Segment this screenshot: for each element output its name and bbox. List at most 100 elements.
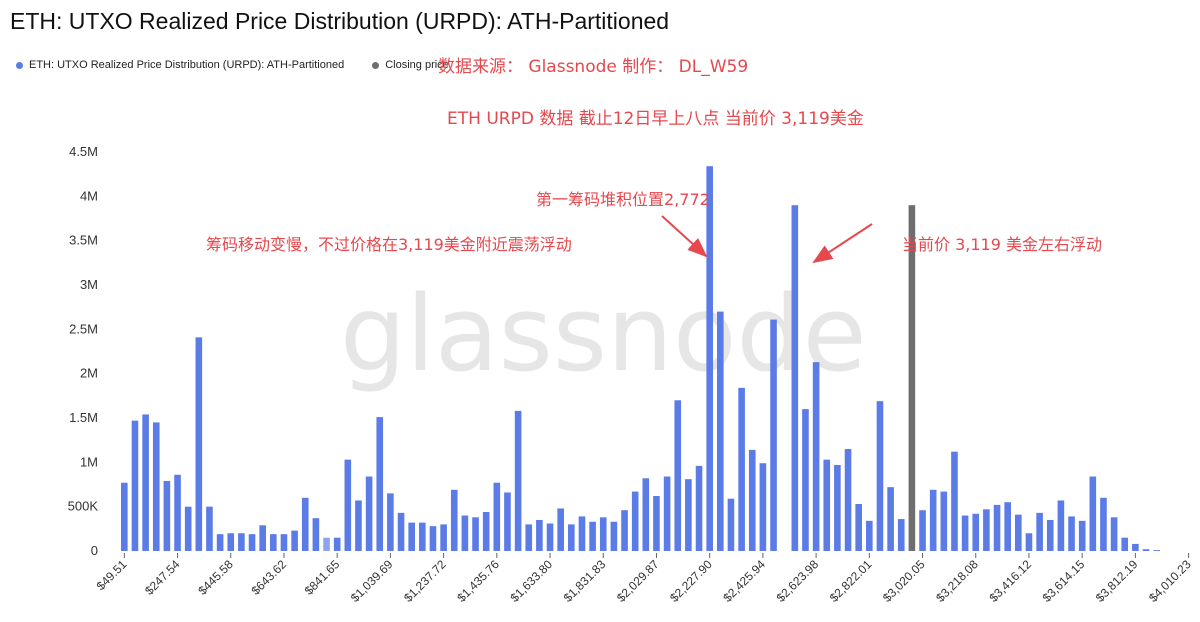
bar[interactable]	[1046, 519, 1054, 551]
bar[interactable]	[706, 166, 713, 551]
bar[interactable]	[291, 530, 298, 551]
bar[interactable]	[408, 522, 415, 551]
bar[interactable]	[1036, 512, 1043, 551]
bar[interactable]	[1121, 537, 1129, 551]
bar[interactable]	[983, 509, 990, 551]
bar[interactable]	[653, 496, 660, 551]
bar[interactable]	[184, 506, 192, 551]
bar[interactable]	[270, 534, 277, 551]
bar[interactable]	[1100, 497, 1107, 551]
bar[interactable]	[621, 510, 628, 551]
bar[interactable]	[174, 474, 181, 551]
bar[interactable]	[770, 319, 777, 551]
bar[interactable]	[1142, 549, 1150, 551]
bar[interactable]	[961, 515, 969, 551]
bar[interactable]	[855, 504, 862, 551]
bar[interactable]	[897, 519, 905, 551]
bar[interactable]	[1078, 520, 1086, 551]
bar[interactable]	[972, 513, 980, 551]
bar[interactable]	[450, 489, 458, 551]
bar[interactable]	[919, 510, 926, 551]
bar[interactable]	[482, 511, 490, 551]
bar[interactable]	[312, 518, 320, 551]
bar[interactable]	[663, 476, 671, 551]
bar[interactable]	[280, 534, 288, 551]
bar[interactable]	[419, 522, 426, 551]
bar[interactable]	[461, 515, 469, 551]
bar[interactable]	[748, 449, 756, 551]
bar[interactable]	[333, 537, 341, 551]
bar[interactable]	[685, 479, 692, 551]
bar[interactable]	[674, 400, 682, 551]
legend-item-urpd[interactable]: ETH: UTXO Realized Price Distribution (U…	[16, 59, 344, 71]
bar[interactable]	[536, 519, 543, 551]
bar[interactable]	[301, 497, 309, 551]
bar[interactable]	[802, 409, 809, 551]
bar[interactable]	[812, 362, 820, 551]
legend-item-closing-price[interactable]: Closing price	[372, 59, 449, 71]
bar[interactable]	[504, 492, 511, 551]
bar[interactable]	[195, 337, 203, 551]
bar[interactable]	[1132, 543, 1139, 551]
bar[interactable]	[259, 525, 266, 551]
bar[interactable]	[642, 478, 650, 551]
bar[interactable]	[759, 463, 767, 551]
bar[interactable]	[834, 464, 841, 551]
bar[interactable]	[440, 524, 447, 551]
bar[interactable]	[1025, 533, 1033, 551]
bar[interactable]	[791, 205, 799, 551]
bar[interactable]	[206, 506, 213, 551]
bar[interactable]	[365, 476, 373, 551]
bar[interactable]	[493, 482, 501, 551]
bar[interactable]	[940, 491, 948, 551]
bar[interactable]	[216, 534, 224, 551]
bar[interactable]	[589, 521, 596, 551]
bar[interactable]	[568, 524, 575, 551]
bar[interactable]	[514, 410, 522, 551]
bar[interactable]	[610, 521, 618, 551]
bar[interactable]	[1057, 500, 1065, 551]
bar[interactable]	[121, 482, 128, 551]
bar[interactable]	[727, 498, 735, 551]
bar[interactable]	[323, 537, 330, 551]
bar[interactable]	[1068, 516, 1075, 551]
bar[interactable]	[866, 520, 873, 551]
bar[interactable]	[387, 493, 394, 551]
bar[interactable]	[717, 311, 724, 551]
bar[interactable]	[738, 387, 745, 551]
bar[interactable]	[248, 534, 256, 551]
bar[interactable]	[227, 533, 235, 551]
bar[interactable]	[152, 422, 160, 551]
bar[interactable]	[355, 500, 362, 551]
bar[interactable]	[344, 459, 352, 551]
bar[interactable]	[599, 517, 607, 551]
bar[interactable]	[1089, 476, 1097, 551]
bar[interactable]	[876, 401, 884, 551]
bar[interactable]	[993, 504, 1001, 551]
bar[interactable]	[695, 465, 703, 551]
bar[interactable]	[578, 516, 586, 551]
bar[interactable]	[131, 420, 139, 551]
bar[interactable]	[631, 491, 639, 551]
bar[interactable]	[1110, 517, 1118, 551]
bar[interactable]	[429, 526, 437, 551]
bar[interactable]	[929, 489, 937, 551]
bar[interactable]	[951, 451, 958, 551]
bar[interactable]	[823, 459, 831, 551]
y-tick-label: 2.5M	[69, 321, 98, 336]
closing-price-bar[interactable]	[908, 205, 916, 551]
bar[interactable]	[887, 487, 894, 551]
bar[interactable]	[472, 517, 479, 551]
bar[interactable]	[844, 449, 852, 551]
bar[interactable]	[142, 414, 149, 551]
bar[interactable]	[546, 523, 554, 551]
bar[interactable]	[163, 480, 171, 551]
bar[interactable]	[376, 417, 384, 551]
bar[interactable]	[1015, 514, 1022, 551]
bar[interactable]	[1004, 502, 1011, 551]
bar[interactable]	[1153, 550, 1160, 551]
bar[interactable]	[238, 533, 245, 551]
bar[interactable]	[397, 512, 405, 551]
bar[interactable]	[557, 508, 564, 551]
bar[interactable]	[525, 524, 533, 551]
